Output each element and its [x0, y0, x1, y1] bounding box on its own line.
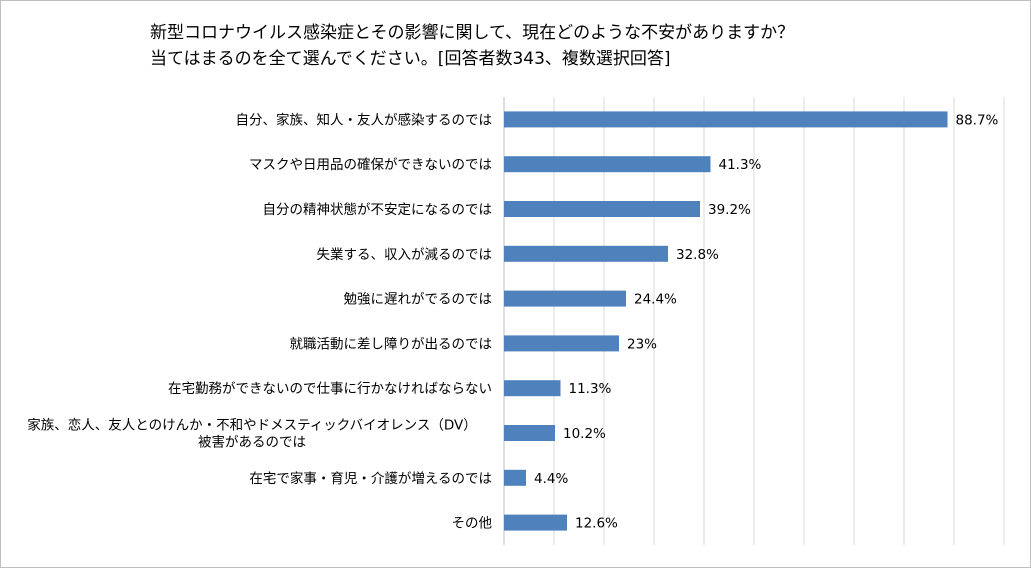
- chart-title: 新型コロナウイルス感染症とその影響に関して、現在どのような不安がありますか？ 当…: [150, 20, 794, 72]
- category-label: 在宅で家事・育児・介護が増えるのでは: [249, 470, 492, 487]
- category-label-line: 家族、恋人、友人とのけんか・不和やドメスティックバイオレンス（DV）: [27, 417, 477, 434]
- bar: [504, 201, 700, 217]
- category-label-line: 在宅で家事・育児・介護が増えるのでは: [249, 470, 492, 487]
- bar: [504, 111, 948, 128]
- category-label: 勉強に遅れがでるのでは: [344, 292, 493, 308]
- data-label: 23%: [627, 336, 657, 352]
- category-label-line: 自分、家族、知人・友人が感染するのでは: [236, 111, 493, 128]
- bar: [504, 245, 668, 262]
- data-label: 11.3%: [569, 381, 612, 397]
- data-label: 32.8%: [676, 247, 719, 263]
- category-label-line: その他: [452, 516, 493, 532]
- value-labels: 88.7% 41.3% 39.2% 32.8% 24.4% 23% 11.3% 10.2% 4.…: [534, 112, 999, 531]
- bar: [504, 514, 567, 531]
- bar: [504, 156, 711, 173]
- category-label-line: 自分の精神状態が不安定になるのでは: [263, 202, 493, 218]
- data-label: 88.7%: [956, 112, 999, 128]
- category-label-line: 在宅勤務ができないので仕事に行かなければならない: [168, 381, 492, 397]
- category-label-line: 被害があるのでは: [198, 435, 306, 451]
- bar: [504, 469, 526, 486]
- category-label: 就職活動に差し障りが出るのでは: [290, 336, 493, 352]
- data-label: 10.2%: [563, 426, 606, 442]
- category-label: 自分の精神状態が不安定になるのでは: [263, 202, 493, 218]
- category-label-line: 失業する、収入が減るのでは: [317, 246, 493, 263]
- bar: [504, 380, 561, 397]
- chart-title-line-1: 新型コロナウイルス感染症とその影響に関して、現在どのような不安がありますか？: [150, 23, 795, 43]
- category-labels: 自分、家族、知人・友人が感染するのではマスクや日用品の確保ができないのでは自分の…: [27, 111, 492, 531]
- category-label: その他: [452, 516, 493, 532]
- data-label: 39.2%: [708, 202, 751, 218]
- bars: [504, 111, 948, 531]
- gridlines: [503, 97, 1005, 545]
- data-label: 12.6%: [575, 516, 618, 532]
- bar: [504, 290, 626, 307]
- category-label: 家族、恋人、友人とのけんか・不和やドメスティックバイオレンス（DV）被害があるの…: [27, 417, 477, 451]
- category-label-line: 勉強に遅れがでるのでは: [344, 292, 493, 308]
- bar: [504, 425, 555, 441]
- bar: [504, 335, 619, 352]
- category-label-line: 就職活動に差し障りが出るのでは: [290, 336, 493, 352]
- category-label: マスクや日用品の確保ができないのでは: [249, 157, 492, 173]
- category-label: 自分、家族、知人・友人が感染するのでは: [236, 111, 493, 128]
- category-label: 失業する、収入が減るのでは: [317, 246, 493, 263]
- data-label: 41.3%: [719, 157, 762, 173]
- data-label: 24.4%: [634, 292, 677, 308]
- chart-title-line-2: 当てはまるのを全て選んでください。[回答者数343、複数選択回答]: [150, 49, 671, 69]
- data-label: 4.4%: [534, 471, 568, 487]
- category-label-line: マスクや日用品の確保ができないのでは: [249, 157, 492, 173]
- category-label: 在宅勤務ができないので仕事に行かなければならない: [168, 381, 492, 397]
